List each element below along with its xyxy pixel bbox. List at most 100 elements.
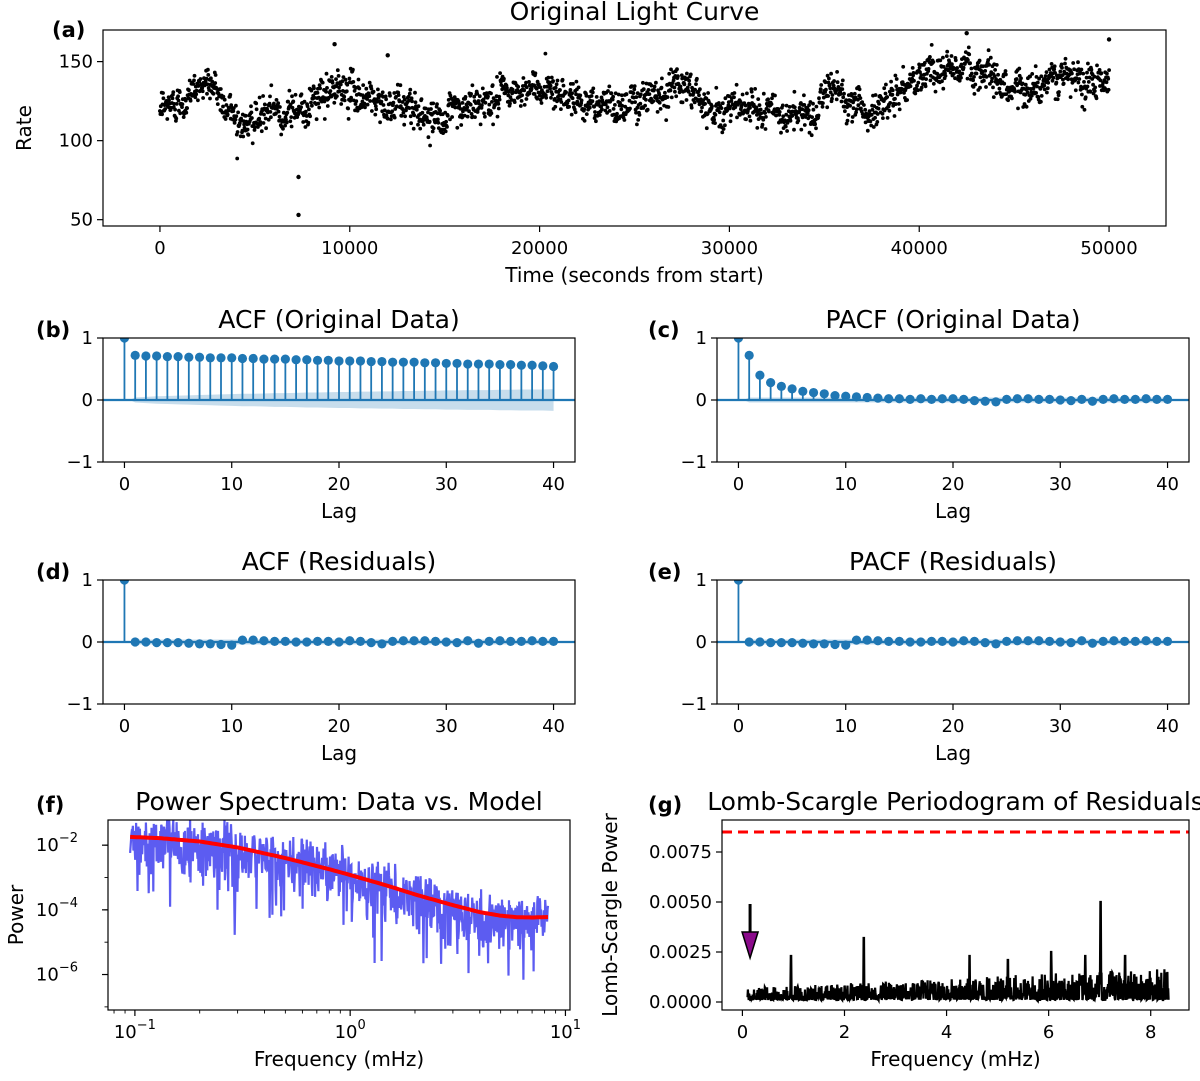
stem-marker: [452, 358, 462, 369]
data-point: [522, 103, 527, 107]
stem-marker: [873, 393, 883, 403]
data-point: [262, 112, 266, 117]
data-point: [336, 74, 341, 78]
stem-marker: [755, 370, 765, 380]
data-point: [687, 78, 691, 83]
x-tick-label: 10: [834, 716, 857, 737]
data-point: [450, 115, 454, 119]
data-point: [1077, 77, 1082, 81]
data-point: [574, 79, 579, 84]
data-point: [880, 111, 885, 116]
data-point: [194, 88, 199, 93]
data-point: [828, 86, 833, 91]
data-point: [668, 88, 673, 93]
stem-marker: [420, 636, 430, 646]
data-point: [1083, 95, 1088, 100]
data-point: [235, 130, 240, 134]
stem-marker: [841, 640, 851, 650]
data-point: [992, 74, 997, 78]
data-point: [966, 45, 971, 50]
data-point: [416, 104, 421, 109]
data-point: [893, 96, 897, 101]
data-point: [1105, 71, 1109, 76]
data-point: [520, 93, 524, 98]
data-point: [851, 106, 856, 111]
data-point: [209, 76, 213, 81]
data-point: [1098, 78, 1103, 83]
data-point: [830, 96, 834, 101]
data-point: [611, 107, 616, 111]
data-point: [204, 76, 209, 81]
stem-marker: [270, 354, 280, 364]
stem-marker: [1034, 636, 1044, 646]
data-point: [545, 89, 550, 94]
data-point: [533, 71, 538, 76]
stem-marker: [1130, 394, 1140, 404]
data-point: [597, 113, 602, 117]
data-point: [712, 117, 716, 122]
panel-a: Original Light Curve (a) 0 10000 20000 30000 4…: [12, 0, 1167, 287]
y-axis-label: Power: [4, 884, 28, 945]
data-point: [242, 122, 247, 127]
y-tick-label: 10−6: [36, 961, 78, 986]
data-point: [1093, 85, 1098, 90]
data-point: [206, 73, 211, 77]
data-point: [171, 90, 176, 94]
data-point: [986, 48, 991, 53]
data-point: [1010, 96, 1014, 101]
stem-marker: [991, 397, 1001, 407]
data-point: [403, 114, 407, 119]
data-point: [658, 107, 663, 111]
data-point: [738, 99, 743, 104]
data-point: [1028, 74, 1032, 79]
data-point: [763, 127, 768, 131]
data-point: [1076, 60, 1080, 65]
data-point: [438, 108, 442, 113]
data-point: [355, 108, 360, 113]
data-point: [289, 124, 294, 129]
data-point: [841, 95, 846, 100]
data-point: [409, 121, 413, 126]
stem-marker: [787, 384, 797, 394]
data-point: [329, 75, 334, 79]
data-point: [972, 92, 977, 96]
data-point: [844, 98, 849, 103]
data-point: [351, 67, 355, 72]
data-point: [818, 90, 823, 94]
data-point: [354, 99, 359, 104]
data-point: [863, 107, 868, 112]
stem-marker: [1044, 394, 1055, 404]
stem-marker: [1120, 394, 1130, 404]
data-point: [277, 114, 282, 119]
data-point: [951, 72, 956, 76]
data-point: [473, 115, 477, 119]
data-point: [733, 105, 738, 110]
data-point: [750, 94, 755, 99]
arrow-head: [741, 931, 760, 961]
data-point: [254, 101, 259, 106]
data-point: [414, 107, 419, 112]
y-tick-label: 1: [82, 328, 93, 349]
data-point: [869, 112, 874, 117]
data-point: [1024, 104, 1029, 109]
stem-marker: [248, 353, 258, 364]
stem-marker: [377, 639, 387, 649]
data-point: [950, 62, 954, 67]
data-point: [532, 92, 537, 96]
outlier-point: [1106, 37, 1112, 42]
stem-marker: [248, 635, 258, 645]
data-point: [870, 107, 875, 112]
x-tick-label: 20: [328, 474, 351, 495]
data-point: [723, 96, 728, 101]
data-point: [185, 106, 190, 110]
data-point: [228, 92, 233, 97]
stem-marker: [194, 352, 205, 362]
x-tick-label: 40: [1156, 716, 1179, 737]
data-point: [814, 104, 819, 109]
data-point: [324, 89, 328, 94]
axes-frame: [716, 337, 1190, 463]
stem-marker: [755, 637, 765, 647]
data-point: [455, 125, 460, 130]
data-point: [688, 72, 693, 77]
stem-marker: [119, 580, 130, 585]
